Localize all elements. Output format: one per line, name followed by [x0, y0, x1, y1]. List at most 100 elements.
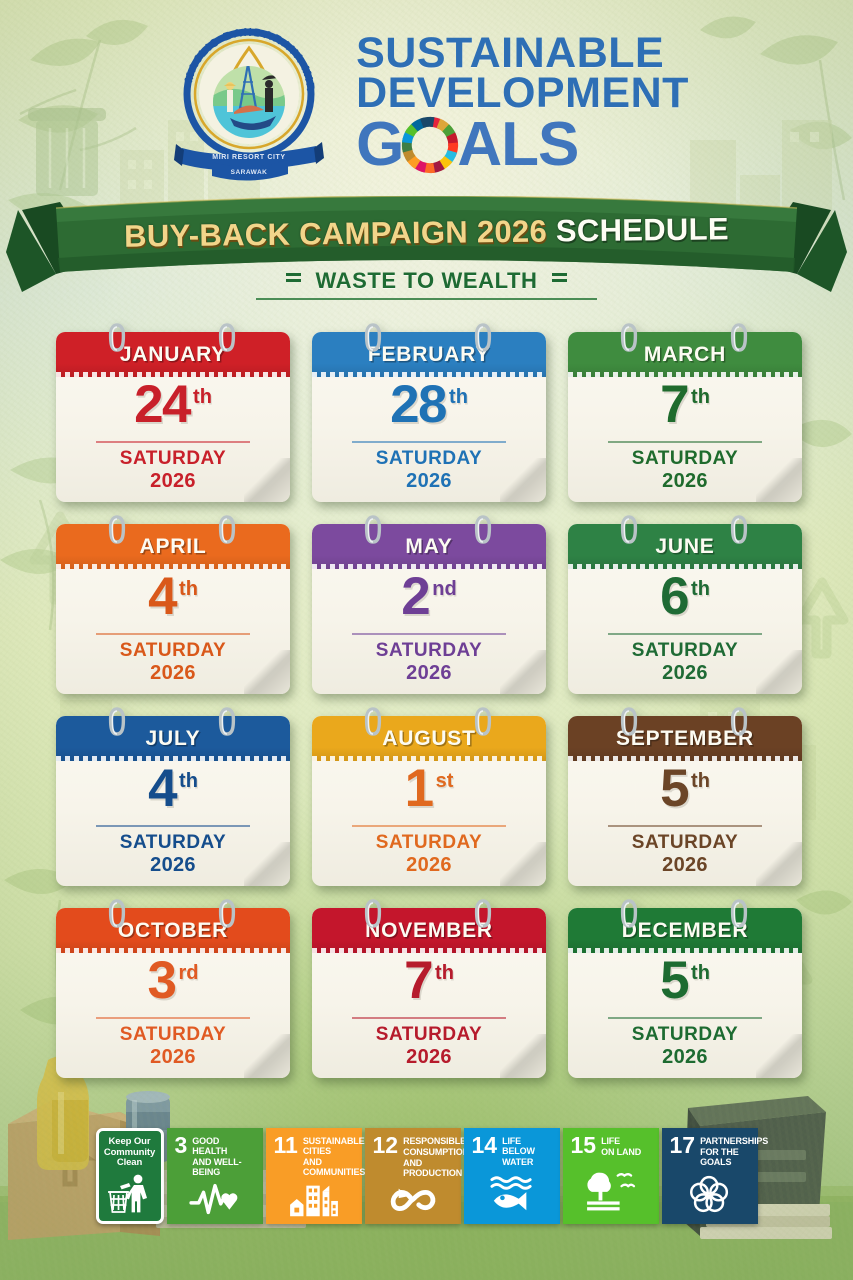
- sdg-color-wheel-icon: [402, 116, 459, 173]
- calendar-page-curl: [756, 458, 802, 502]
- calendar-day-suffix: th: [691, 770, 710, 792]
- calendar-divider: [352, 825, 506, 827]
- banner-subtitle-row: WASTE TO WEALTH: [0, 268, 853, 300]
- calendar-month-header: APRIL: [56, 524, 290, 569]
- calendar-page-curl: [756, 1034, 802, 1078]
- sdg-goals-row: G: [356, 114, 689, 176]
- calendar-month-header: OCTOBER: [56, 908, 290, 953]
- calendar-binder-ring-right: [730, 707, 748, 736]
- calendar-weekday: SATURDAY: [631, 832, 739, 853]
- calendar-month-label: MAY: [405, 534, 453, 558]
- sdg-goal-number: 11: [273, 1132, 298, 1158]
- sdg-goal-label: GOOD HEALTH AND WELL-BEING: [192, 1136, 254, 1178]
- calendar-divider: [608, 825, 762, 827]
- calendar-month-label: MARCH: [643, 342, 727, 366]
- calendar-year: 2026: [150, 470, 196, 492]
- sdg-goal-label: LIFE BELOW WATER: [502, 1136, 551, 1168]
- calendar-binder-ring-right: [730, 899, 748, 928]
- calendar-month-header: JANUARY: [56, 332, 290, 377]
- sdg-badge-17: 17 PARTNERSHIPS FOR THE GOALS: [661, 1128, 769, 1224]
- banner-title-gold: BUY-BACK CAMPAIGN 2026: [123, 213, 548, 254]
- poster-header: MAJLIS BANDARAYA MIRI MIRI RESORT CITY S…: [0, 24, 853, 184]
- calendar-divider: [608, 441, 762, 443]
- sdg-badge-15: 15 LIFE ON LAND: [562, 1128, 659, 1224]
- sdg-badge-top: 12 RESPONSIBLE CONSUMPTION AND PRODUCTION: [373, 1134, 470, 1179]
- banner-title-white: SCHEDULE: [555, 211, 730, 249]
- sdg-label-line2: AND COMMUNITIES: [302, 1156, 366, 1177]
- sdg-line-sustainable: SUSTAINABLE: [356, 29, 665, 78]
- calendar-binder-ring-left: [364, 707, 382, 736]
- calendar-day-number: 4: [148, 759, 177, 818]
- sdg-badge-14: 14 LIFE BELOW WATER: [463, 1128, 560, 1224]
- sdg-badge-top: 3 GOOD HEALTH AND WELL-BEING: [175, 1134, 255, 1178]
- calendar-binder-ring-left: [620, 899, 638, 928]
- calendar-binder-ring-left: [620, 707, 638, 736]
- campaign-banner: BUY-BACK CAMPAIGN 2026 SCHEDULE: [0, 196, 853, 304]
- sdg-badge-12: 12 RESPONSIBLE CONSUMPTION AND PRODUCTION: [364, 1128, 470, 1224]
- calendar-page-curl: [500, 458, 546, 502]
- calendar-month-header: DECEMBER: [568, 908, 802, 953]
- calendar-binder-ring-right: [218, 707, 236, 736]
- calendar-binder-ring-left: [364, 323, 382, 352]
- calendar-month-header: JULY: [56, 716, 290, 761]
- calendar-month-label: APRIL: [139, 534, 207, 558]
- calendar-page-curl: [500, 842, 546, 886]
- calendar-binder-ring-left: [108, 515, 126, 544]
- calendar-month-header: SEPTEMBER: [568, 716, 802, 761]
- calendar-weekday: SATURDAY: [119, 448, 227, 469]
- calendar-weekday: SATURDAY: [631, 448, 739, 469]
- subtitle-underline: [256, 298, 597, 300]
- keep-community-clean-badge: Keep Our Community Clean: [95, 1128, 164, 1224]
- sdg-badge-top: 17 PARTNERSHIPS FOR THE GOALS: [670, 1134, 769, 1168]
- calendar-month-header: MARCH: [568, 332, 802, 377]
- calendar-day-suffix: nd: [432, 578, 457, 600]
- calendar-binder-ring-right: [218, 515, 236, 544]
- tree-birds-icon: [571, 1158, 651, 1224]
- banner-subtitle: WASTE TO WEALTH: [315, 268, 538, 293]
- calendar-day-number: 1: [404, 759, 434, 818]
- calendar-month-label: FEBRUARY: [367, 342, 491, 366]
- sdg-line-development: DEVELOPMENT: [356, 69, 689, 117]
- calendar-month-header: NOVEMBER: [312, 908, 546, 953]
- calendar-month-label: OCTOBER: [117, 918, 229, 942]
- calendar-day-suffix: th: [435, 962, 454, 984]
- sdg-goal-badges: 3 GOOD HEALTH AND WELL-BEING 11 SUSTAINABLE …: [166, 1128, 769, 1224]
- sdg-label-line1: RESPONSIBLE: [403, 1136, 466, 1146]
- calendar-year: 2026: [406, 1046, 452, 1068]
- calendar-day-number: 24: [134, 375, 191, 434]
- calendar-weekday: SATURDAY: [119, 832, 227, 853]
- calendar-month-header: FEBRUARY: [312, 332, 546, 377]
- calendar-binder-ring-left: [364, 899, 382, 928]
- calendar-page-curl: [500, 650, 546, 694]
- sdg-wordmark: SUSTAINABLE DEVELOPMENT G: [356, 29, 689, 176]
- calendar-weekday: SATURDAY: [119, 640, 227, 661]
- sdg-label-line2: FOR THE GOALS: [700, 1146, 739, 1167]
- calendar-day-suffix: th: [193, 386, 212, 408]
- sdg-label-line1: LIFE: [601, 1136, 620, 1146]
- calendar-day-number: 4: [148, 567, 177, 626]
- calendar-month-header: MAY: [312, 524, 546, 569]
- calendar-binder-ring-left: [620, 323, 638, 352]
- calendar-year: 2026: [406, 662, 452, 684]
- calendar-month-label: AUGUST: [382, 726, 476, 750]
- calendar-divider: [96, 441, 250, 443]
- calendar-page-curl: [244, 458, 290, 502]
- calendar-divider: [96, 1017, 250, 1019]
- sdg-badge-top: 15 LIFE ON LAND: [571, 1134, 651, 1158]
- calendar-weekday: SATURDAY: [375, 1024, 483, 1045]
- calendar-binder-ring-right: [474, 707, 492, 736]
- calendar-binder-ring-left: [364, 515, 382, 544]
- sdg-label-line1: PARTNERSHIPS: [700, 1136, 769, 1146]
